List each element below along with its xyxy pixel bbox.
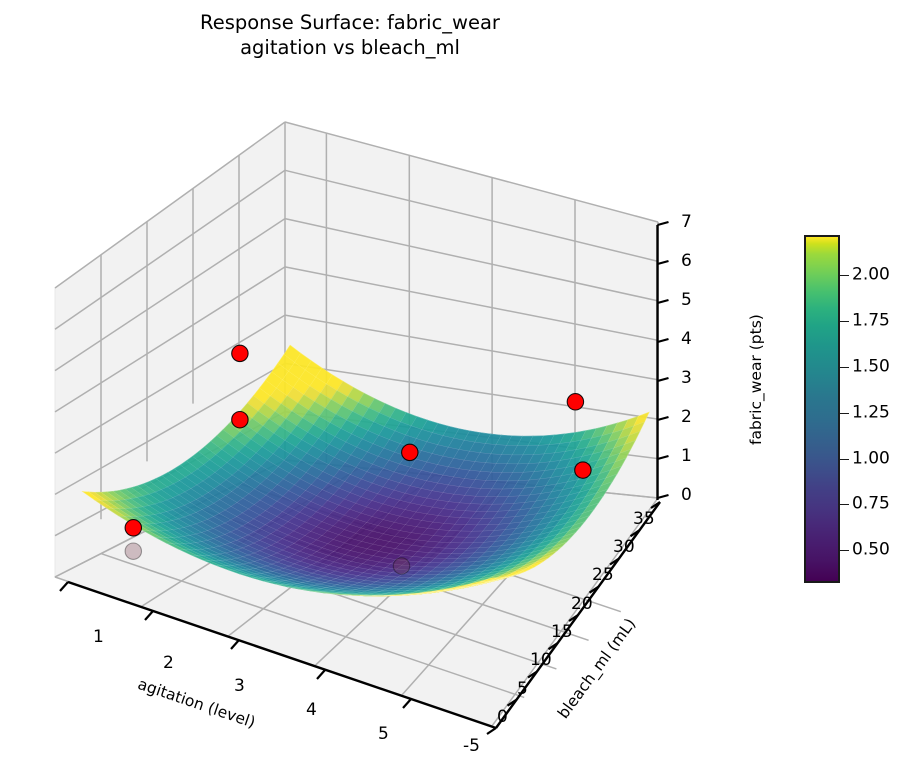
z-tick-label-6: 6 [681, 251, 692, 271]
title-line-2: agitation vs bleach_ml [240, 36, 460, 59]
z-tick-label-7: 7 [681, 212, 692, 232]
y-tick-label-8: 35 [633, 509, 655, 529]
colorbar-tick-label-1: 0.75 [852, 493, 890, 514]
tick-marks [59, 220, 669, 735]
title-line-1: Response Surface: fabric_wear [200, 11, 500, 34]
z-axis-label: fabric_wear (pts) [747, 314, 765, 445]
x-tick-label-2: 3 [234, 676, 245, 696]
colorbar-gradient [804, 235, 840, 583]
colorbar-tick-mark [840, 366, 849, 368]
y-tick-label-3: 10 [530, 650, 552, 670]
colorbar-tick-mark [840, 550, 849, 551]
z-tick-label-2: 2 [681, 407, 692, 427]
page-title: Response Surface: fabric_wear agitation … [0, 10, 700, 60]
colorbar: 0.50 0.75 1.00 1.25 1.50 1.75 2.00 [800, 228, 916, 592]
x-tick-label-3: 4 [306, 700, 317, 720]
colorbar-tick-mark [840, 504, 849, 506]
x-tick-label-0: 1 [93, 627, 104, 647]
colorbar-tick-label-6: 2.00 [852, 264, 890, 285]
y-tick-label-7: 30 [613, 537, 635, 557]
y-tick-label-5: 20 [571, 594, 593, 614]
scatter-point [566, 393, 585, 411]
y-tick-label-6: 25 [592, 565, 614, 585]
z-tick-label-5: 5 [681, 290, 692, 310]
plot-svg [53, 121, 669, 735]
colorbar-tick-mark [840, 275, 849, 277]
y-tick-label-0: -5 [463, 736, 480, 756]
scatter-point [231, 344, 249, 363]
scatter-point [231, 410, 249, 429]
x-tick-label-1: 2 [163, 653, 174, 673]
colorbar-tick-label-0: 0.50 [852, 539, 890, 560]
z-tick-label-4: 4 [681, 329, 692, 349]
y-tick-label-2: 5 [517, 679, 528, 699]
response-surface [81, 344, 650, 597]
colorbar-tick-label-2: 1.00 [852, 448, 890, 468]
scatter-point [392, 557, 411, 575]
scatter-points [124, 344, 592, 575]
z-tick-label-3: 3 [681, 368, 692, 388]
scatter-point [574, 461, 592, 479]
colorbar-tick-mark [840, 412, 849, 414]
scatter-point [124, 542, 143, 560]
colorbar-tick-label-5: 1.75 [852, 310, 890, 331]
colorbar-tick-label-3: 1.25 [852, 402, 890, 423]
z-tick-label-1: 1 [681, 446, 692, 466]
z-tick-label-0: 0 [681, 485, 692, 505]
scatter-point [401, 443, 419, 462]
scatter-point [124, 519, 143, 537]
colorbar-tick-label-4: 1.50 [852, 356, 890, 377]
colorbar-tick-mark [840, 321, 849, 323]
y-tick-label-4: 15 [551, 622, 573, 642]
y-tick-label-1: 0 [497, 707, 508, 727]
x-axis-spine [67, 580, 497, 730]
colorbar-tick-mark [840, 458, 849, 460]
surface-plot-3d [53, 121, 669, 735]
x-tick-label-4: 5 [378, 724, 389, 744]
